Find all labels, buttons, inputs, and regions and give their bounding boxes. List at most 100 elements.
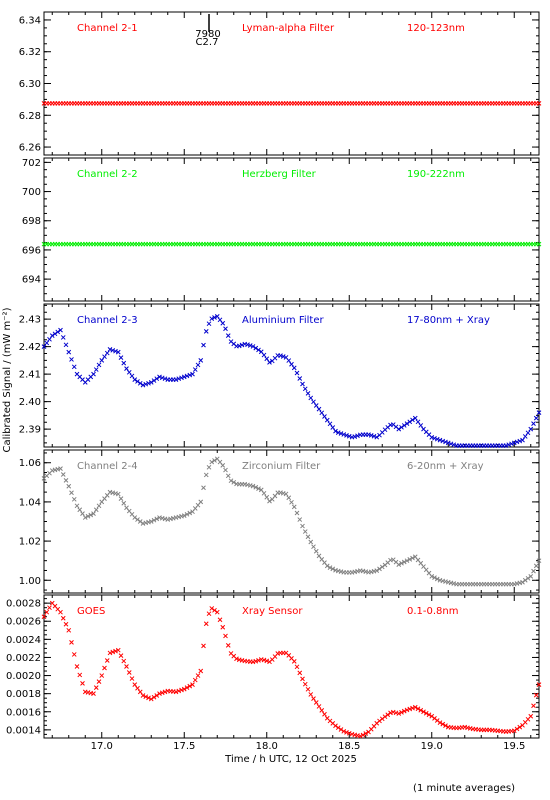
data-point xyxy=(132,682,138,687)
data-point xyxy=(308,539,314,545)
data-point xyxy=(443,723,448,728)
y-tick-label: 6.26 xyxy=(19,143,41,154)
data-point xyxy=(346,730,352,736)
data-point xyxy=(445,440,451,446)
data-point xyxy=(132,377,138,382)
data-point xyxy=(357,733,363,739)
data-point xyxy=(77,507,83,513)
data-point xyxy=(415,706,421,712)
data-point xyxy=(93,367,99,372)
y-tick-label: 1.06 xyxy=(19,458,41,469)
data-point xyxy=(377,566,382,572)
data-point xyxy=(107,650,113,656)
data-point xyxy=(404,558,410,564)
data-point xyxy=(184,685,190,690)
data-point xyxy=(151,517,157,523)
data-point xyxy=(302,386,308,392)
data-point xyxy=(525,430,531,436)
data-point xyxy=(41,344,47,349)
data-point xyxy=(528,426,534,432)
data-point xyxy=(88,512,94,518)
data-series xyxy=(41,600,542,739)
data-point xyxy=(115,349,121,355)
data-point xyxy=(49,333,55,338)
data-point xyxy=(536,410,542,415)
data-point xyxy=(58,466,63,471)
data-point xyxy=(220,320,226,326)
data-point xyxy=(289,499,294,505)
data-point xyxy=(173,689,179,695)
y-tick-label: 2.41 xyxy=(19,370,41,381)
y-tick-label: 700 xyxy=(22,187,41,198)
data-point xyxy=(404,421,410,426)
data-point xyxy=(308,692,314,697)
data-point xyxy=(220,462,226,468)
data-point xyxy=(236,343,242,349)
data-point xyxy=(52,331,58,337)
data-point xyxy=(118,496,124,501)
y-tick-label: 0.0016 xyxy=(6,707,41,718)
data-point xyxy=(327,421,333,427)
data-point xyxy=(187,510,193,516)
data-point xyxy=(368,433,374,438)
data-point xyxy=(437,437,443,443)
data-point xyxy=(247,343,253,348)
channel-label: GOES xyxy=(77,606,105,617)
data-point xyxy=(401,423,407,428)
x-tick-label: 19.5 xyxy=(503,741,525,752)
data-point xyxy=(346,433,352,439)
data-point xyxy=(261,352,267,358)
data-point xyxy=(47,336,52,342)
data-point xyxy=(311,696,316,701)
data-point xyxy=(91,691,96,697)
data-point xyxy=(184,373,190,379)
channel-label: Channel 2-1 xyxy=(77,23,138,34)
data-point xyxy=(319,708,325,713)
data-point xyxy=(162,689,168,695)
data-point xyxy=(415,419,421,425)
data-point xyxy=(121,360,127,366)
data-point xyxy=(316,704,322,709)
data-point xyxy=(102,665,107,671)
data-point xyxy=(382,714,388,720)
data-point xyxy=(421,709,426,715)
data-point xyxy=(190,371,195,377)
x-tick-label: 18.5 xyxy=(338,741,360,752)
data-point xyxy=(330,566,336,572)
data-point xyxy=(338,727,344,732)
data-point xyxy=(443,439,448,445)
panel-4: 1.00 1.02 1.04 1.06 Channel 2-4 Zirconium Fil… xyxy=(19,449,542,594)
data-point xyxy=(82,515,88,520)
data-point xyxy=(412,415,418,421)
data-point xyxy=(126,369,132,375)
data-point xyxy=(352,434,358,439)
channel-label: Channel 2-4 xyxy=(77,461,138,472)
flare-marker-id: 7980 xyxy=(195,29,220,40)
data-point xyxy=(137,519,143,524)
data-point xyxy=(231,479,237,485)
data-point xyxy=(385,712,391,718)
data-point xyxy=(522,434,528,439)
data-point xyxy=(71,496,77,502)
y-tick-label: 0.0024 xyxy=(6,635,41,646)
filter-label: Lyman-alpha Filter xyxy=(242,23,335,34)
data-point xyxy=(440,438,446,444)
data-point xyxy=(93,507,99,513)
data-point xyxy=(344,730,349,735)
data-point xyxy=(71,652,77,657)
data-point xyxy=(225,643,231,648)
data-point xyxy=(203,328,209,334)
data-point xyxy=(135,517,140,522)
data-point xyxy=(250,344,256,349)
data-point xyxy=(536,558,542,564)
data-point xyxy=(63,621,69,627)
data-point xyxy=(335,430,341,435)
data-point xyxy=(308,395,314,401)
data-point xyxy=(143,381,149,387)
data-point xyxy=(396,426,402,432)
data-point xyxy=(157,374,162,380)
data-point xyxy=(181,374,187,380)
data-point xyxy=(151,378,157,383)
data-point xyxy=(278,353,283,358)
